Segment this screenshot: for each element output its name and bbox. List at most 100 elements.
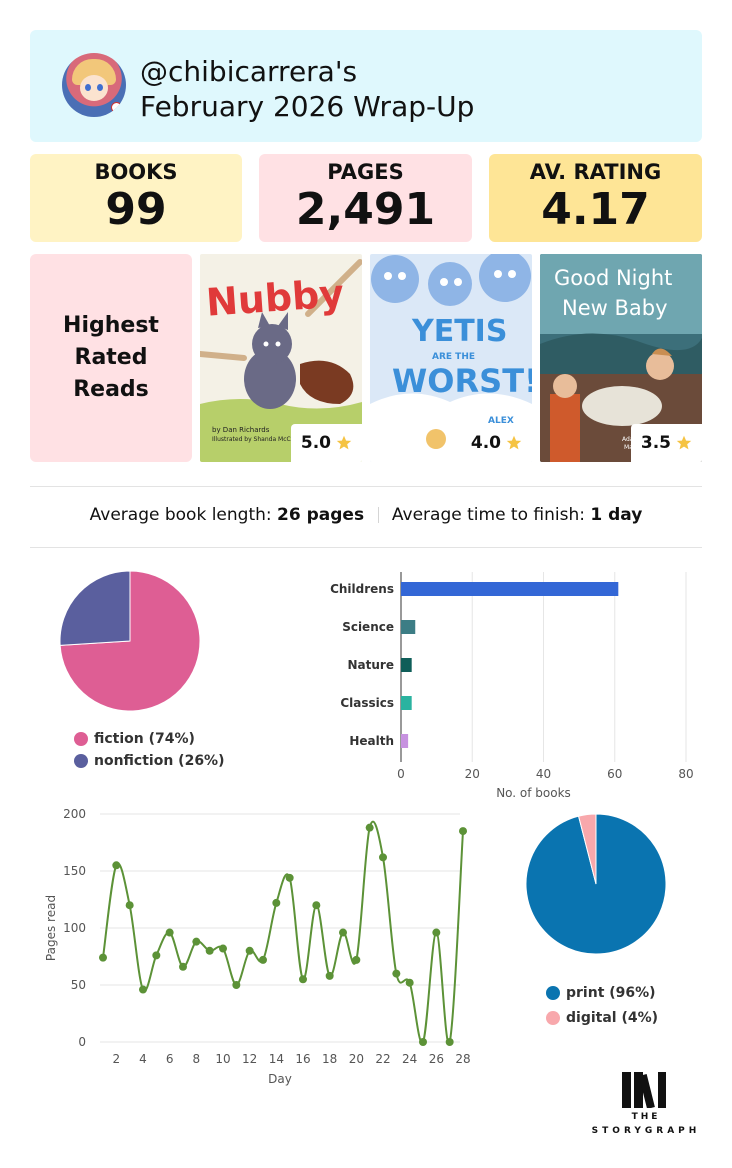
x-tick-label: 14 [269,1052,284,1066]
legend-item: fiction (74%) [74,728,224,750]
x-axis-label: Day [268,1072,292,1086]
bar-nature [401,658,412,672]
data-point [392,969,401,978]
category-label: Childrens [330,582,394,596]
bar-classics [401,696,412,710]
series-line [102,820,464,1045]
x-axis-label: No. of books [496,786,571,800]
legend-item: nonfiction (26%) [74,750,224,772]
x-tick-label: 60 [607,767,622,781]
data-point [325,971,334,980]
star-icon [676,435,692,450]
data-point [299,975,307,984]
data-point [459,827,467,836]
star-icon [336,435,352,450]
data-point [365,823,374,832]
data-point [432,928,441,937]
data-point [192,937,201,946]
data-point [232,981,241,989]
data-point [112,861,121,870]
data-point [445,1038,454,1046]
book-cover-good-night-new-baby[interactable]: Good Night New Baby Adam Gamble Mark Jas… [540,254,702,462]
book-rating: 3.5 [630,424,702,462]
y-tick-label: 100 [63,921,86,935]
x-tick-label: 0 [397,767,405,781]
stat-card-books: BOOKS 99 [30,154,242,242]
x-tick-label: 12 [242,1052,257,1066]
wrap-up-header: @chibicarrera's February 2026 Wrap-Up [30,30,702,142]
x-tick-label: 20 [349,1052,364,1066]
x-tick-label: 28 [455,1052,470,1066]
y-tick-label: 200 [63,807,86,821]
format-pie-legend: print (96%) digital (4%) [546,980,658,1030]
data-point [312,901,321,910]
data-point [245,946,254,955]
avatar[interactable] [62,53,126,117]
x-tick-label: 26 [429,1052,444,1066]
stat-value-books: 99 [105,184,167,235]
category-label: Classics [340,696,394,710]
category-label: Science [342,620,394,634]
data-point [272,898,281,907]
separator [377,507,379,523]
user-handle: @chibicarrera's [140,55,358,88]
data-point [152,951,161,960]
book-cover-nubby[interactable]: Nubby by Dan Richards Illustrated by Sha… [200,254,362,462]
format-pie-chart [526,814,667,955]
y-axis-label: Pages read [44,895,58,961]
pie-slice-1 [577,814,597,885]
x-tick-label: 22 [375,1052,390,1066]
bar-childrens [401,582,619,596]
x-tick-label: 40 [536,767,551,781]
divider [30,486,702,487]
data-point [99,953,107,962]
stat-card-rating: AV. RATING 4.17 [489,154,702,242]
genres-bar-chart: 0 20 40 60 80 Childrens Science Nature Classics H… [330,572,694,800]
cover-title: Good Night [554,266,673,290]
data-point [165,928,174,937]
book-rating: 4.0 [460,424,532,462]
x-tick-label: 18 [322,1052,337,1066]
data-point [339,928,347,937]
fiction-pie-chart [60,571,201,712]
page-title: February 2026 Wrap-Up [140,90,475,123]
y-tick-label: 150 [63,864,86,878]
legend-item: print (96%) [546,980,658,1005]
data-point [219,944,227,953]
data-point [405,978,414,987]
legend-item: digital (4%) [546,1005,658,1030]
stat-label-books: BOOKS [94,160,178,184]
x-tick-label: 20 [465,767,480,781]
bar-science [401,620,416,634]
y-tick-label: 50 [71,978,86,992]
y-tick-label: 0 [78,1035,86,1049]
divider [30,547,702,548]
data-point [379,853,387,862]
data-point [139,985,147,994]
data-point [419,1038,427,1046]
books-logo-icon [622,1072,666,1108]
stat-label-rating: AV. RATING [529,160,662,184]
fiction-pie-legend: fiction (74%) nonfiction (26%) [74,728,224,772]
star-icon [506,435,522,450]
x-tick-label: 16 [295,1052,310,1066]
x-tick-label: 24 [402,1052,417,1066]
book-rating: 5.0 [290,424,362,462]
stat-value-pages: 2,491 [295,184,436,235]
data-point [352,955,361,964]
data-point [205,946,214,955]
storygraph-logo[interactable]: THE STORYGRAPH [590,1068,702,1143]
category-label: Nature [348,658,394,672]
x-tick-label: 2 [113,1052,121,1066]
book-cover-yetis[interactable]: YETIS ARE THE WORST! ALEX 4.0 [370,254,532,462]
x-tick-label: 6 [166,1052,174,1066]
data-point [259,955,267,964]
category-label: Health [349,734,394,748]
data-point [179,962,187,971]
cover-title: YETIS [412,314,508,349]
highest-rated-heading: Highest Rated Reads [30,254,192,462]
stat-card-pages: PAGES 2,491 [259,154,472,242]
x-tick-label: 8 [193,1052,201,1066]
data-point [125,901,134,910]
